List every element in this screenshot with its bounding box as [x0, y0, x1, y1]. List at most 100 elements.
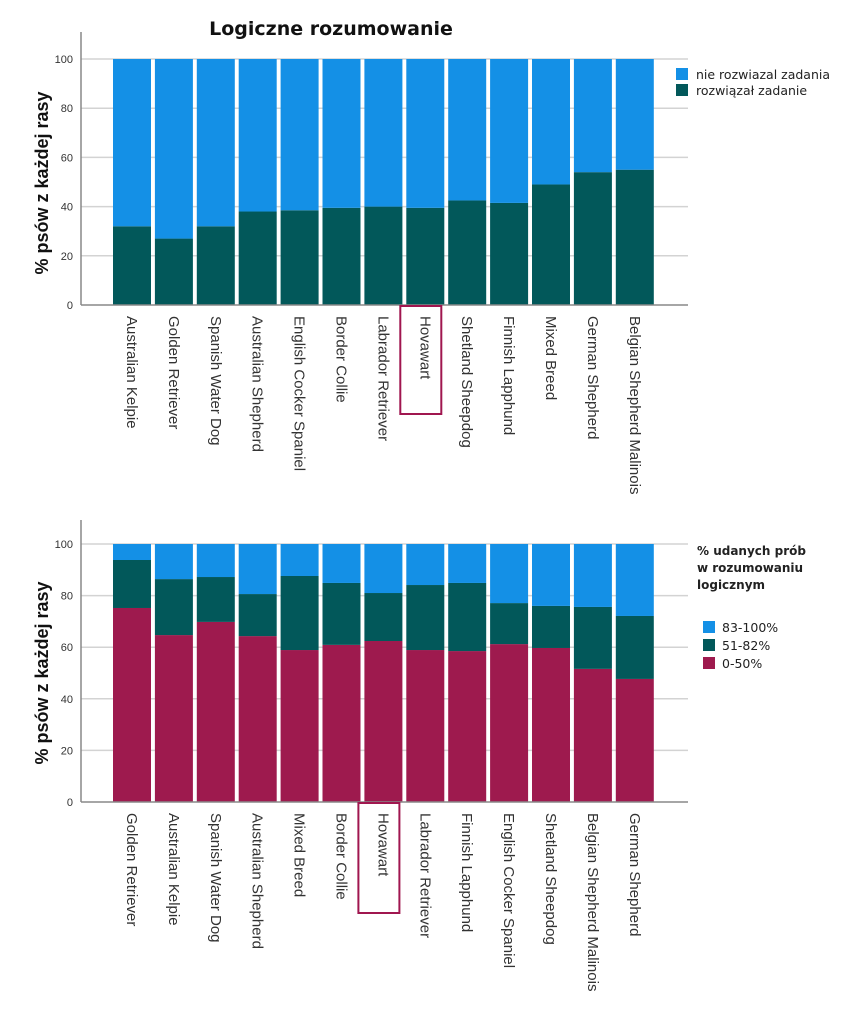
x-tick-label: Mixed Breed: [291, 813, 308, 897]
legend-label-0-50: 0-50%: [722, 656, 762, 671]
bar-segment-51-82-: [238, 594, 277, 637]
bar-segment-83-100-: [280, 544, 319, 576]
x-tick-label: Finnish Lapphund: [500, 316, 517, 435]
y-tick-label: 100: [55, 54, 73, 66]
y-tick-label: 0: [67, 300, 73, 312]
x-tick-label: Mixed Breed: [542, 316, 559, 400]
y-tick-label: 80: [61, 591, 73, 603]
bar-segment-nie-rozwiazal-zadania: [448, 59, 487, 201]
y-tick-label: 0: [67, 797, 73, 809]
bar-segment-51-82-: [573, 606, 612, 669]
bar-segment-0-50-: [573, 668, 612, 802]
bar-segment-83-100-: [196, 544, 235, 578]
bar-segment-nie-rozwiazal-zadania: [113, 59, 151, 227]
bar-segment-83-100-: [448, 544, 487, 583]
y-tick-label: 20: [61, 745, 73, 757]
legend-label-not-solved: nie rozwiazal zadania: [696, 67, 830, 82]
bar-segment-nie-rozwiazal-zadania: [573, 59, 612, 173]
legend-swatch-51-82: [703, 639, 715, 651]
y-axis-label: % psów z każdej rasy: [32, 581, 52, 764]
bar-segment-83-100-: [113, 544, 151, 560]
bar-segment-51-82-: [406, 585, 445, 651]
bar-segment-nie-rozwiazal-zadania: [364, 59, 403, 207]
bar-segment-nie-rozwiazal-zadania: [280, 59, 319, 211]
bar-segment-51-82-: [113, 559, 151, 608]
y-tick-label: 20: [61, 251, 73, 263]
bar-segment-rozwi-za-zadanie: [113, 226, 151, 305]
bar-segment-rozwi-za-zadanie: [406, 207, 445, 305]
bar-segment-0-50-: [113, 607, 151, 802]
legend-title-line-2: w rozumowaniu: [697, 561, 803, 575]
y-tick-label: 80: [61, 103, 73, 115]
bar-segment-nie-rozwiazal-zadania: [238, 59, 277, 212]
bar-segment-0-50-: [615, 678, 654, 802]
legend-label-solved: rozwiązał zadanie: [696, 83, 807, 98]
bar-segment-0-50-: [406, 650, 445, 802]
legend-swatch-solved: [676, 84, 688, 96]
bar-segment-rozwi-za-zadanie: [364, 206, 403, 305]
legend-label-83-100: 83-100%: [722, 620, 778, 635]
bar-segment-0-50-: [364, 641, 403, 802]
bar-segment-51-82-: [322, 582, 361, 645]
x-tick-label: Spanish Water Dog: [207, 316, 224, 446]
bar-segment-rozwi-za-zadanie: [154, 238, 193, 305]
bar-segment-0-50-: [490, 644, 529, 802]
x-tick-label: German Shepherd: [584, 316, 601, 439]
bar-segment-rozwi-za-zadanie: [196, 226, 235, 305]
bar-segment-0-50-: [322, 644, 361, 802]
bar-segment-nie-rozwiazal-zadania: [532, 59, 570, 185]
bar-segment-51-82-: [280, 575, 319, 651]
bar-segment-83-100-: [154, 544, 193, 580]
bar-segment-51-82-: [154, 579, 193, 636]
bar-segment-nie-rozwiazal-zadania: [406, 59, 445, 208]
bar-segment-rozwi-za-zadanie: [490, 202, 529, 305]
x-tick-label: Australian Kelpie: [123, 316, 140, 429]
bar-segment-0-50-: [532, 647, 570, 802]
bar-segment-51-82-: [364, 593, 403, 642]
bar-segment-rozwi-za-zadanie: [532, 184, 570, 305]
y-tick-label: 100: [55, 539, 73, 551]
bar-segment-83-100-: [406, 544, 445, 586]
bar-segment-nie-rozwiazal-zadania: [490, 59, 529, 203]
x-tick-label: Shetland Sheepdog: [458, 316, 475, 448]
chart-logical-reasoning-solved: Logiczne rozumowanie % psów z każdej ras…: [32, 18, 830, 494]
legend-label-51-82: 51-82%: [722, 638, 770, 653]
bar-segment-0-50-: [154, 635, 193, 802]
bar-segment-nie-rozwiazal-zadania: [615, 59, 654, 170]
legend-title-line-1: % udanych prób: [697, 544, 806, 558]
bar-segment-nie-rozwiazal-zadania: [154, 59, 193, 239]
legend-swatch-83-100: [703, 621, 715, 633]
x-tick-label: Border Collie: [333, 813, 350, 900]
x-tick-label: Shetland Sheepdog: [542, 813, 559, 945]
x-tick-label: Border Collie: [333, 316, 350, 403]
x-tick-label: Hovawart: [416, 316, 433, 380]
bar-segment-0-50-: [238, 636, 277, 802]
bar-segment-83-100-: [322, 544, 361, 583]
bar-segment-51-82-: [196, 577, 235, 622]
bar-segment-rozwi-za-zadanie: [280, 210, 319, 305]
bar-segment-rozwi-za-zadanie: [573, 172, 612, 305]
bar-segment-rozwi-za-zadanie: [322, 207, 361, 305]
x-tick-label: Labrador Retriever: [374, 316, 391, 441]
y-tick-label: 60: [61, 642, 73, 654]
x-tick-label: Spanish Water Dog: [207, 813, 224, 943]
x-tick-label: English Cocker Spaniel: [500, 813, 517, 968]
bar-segment-0-50-: [448, 651, 487, 802]
x-tick-label: English Cocker Spaniel: [291, 316, 308, 471]
bar-segment-0-50-: [196, 621, 235, 802]
bar-segment-51-82-: [532, 605, 570, 648]
bar-segment-83-100-: [532, 544, 570, 606]
bar-segment-nie-rozwiazal-zadania: [322, 59, 361, 208]
y-tick-label: 60: [61, 152, 73, 164]
bar-segment-83-100-: [238, 544, 277, 595]
bar-segment-51-82-: [615, 615, 654, 679]
x-tick-label: Belgian Shepherd Malinois: [626, 316, 643, 494]
x-tick-label: Belgian Shepherd Malinois: [584, 813, 601, 991]
x-tick-label: German Shepherd: [626, 813, 643, 936]
y-tick-label: 40: [61, 694, 73, 706]
x-tick-label: Australian Kelpie: [165, 813, 182, 926]
x-tick-label: Finnish Lapphund: [458, 813, 475, 932]
bar-segment-83-100-: [615, 544, 654, 616]
highlight-box: [399, 305, 443, 415]
bar-segment-nie-rozwiazal-zadania: [196, 59, 235, 227]
